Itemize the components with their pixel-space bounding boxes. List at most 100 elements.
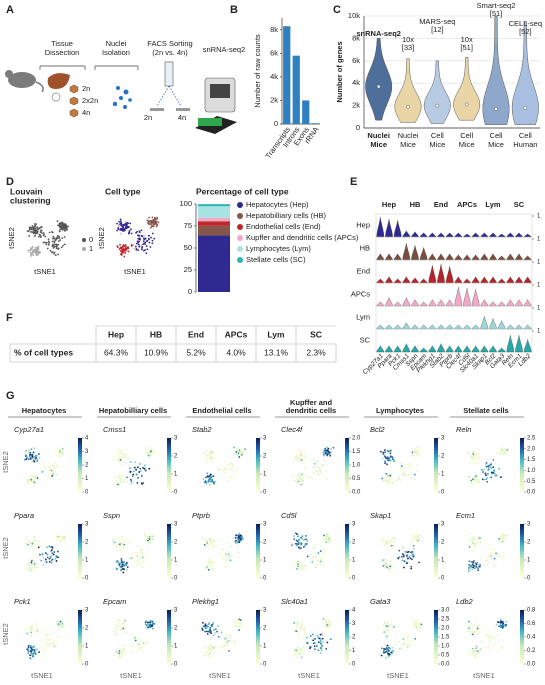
cell-point	[296, 568, 298, 570]
cell-point	[121, 484, 124, 487]
cell-point	[417, 470, 420, 473]
cell-point	[387, 628, 390, 631]
cell-point	[155, 220, 158, 223]
method-label: [33]	[402, 43, 415, 52]
cell-point	[112, 539, 115, 542]
bar	[311, 123, 319, 124]
cell-point	[493, 548, 496, 551]
cell-point	[119, 218, 122, 221]
violin	[419, 278, 428, 284]
cell-point	[301, 453, 304, 455]
cell-point	[60, 222, 63, 225]
cell-point	[52, 235, 55, 238]
cell-point	[59, 624, 62, 627]
cell-point	[224, 474, 227, 477]
cell-point	[116, 222, 118, 225]
cell-point	[27, 479, 29, 482]
cell-point	[29, 247, 32, 250]
cell-point	[238, 540, 240, 542]
cell-point	[62, 244, 64, 247]
cell-point	[129, 467, 131, 470]
cell-point	[500, 561, 503, 564]
cell-point	[56, 234, 59, 237]
colorbar-tick-label: 0.5	[441, 653, 450, 659]
cell-point	[122, 251, 125, 254]
cell-point	[417, 534, 420, 537]
colorbar-tick-label: 3	[174, 436, 178, 442]
cell-point	[414, 643, 417, 646]
cell-point	[419, 455, 422, 458]
colorbar-tick-label: 1	[352, 648, 356, 654]
cell-point	[209, 458, 212, 460]
cell-point	[226, 640, 229, 642]
cell-point	[472, 648, 474, 651]
cell-point	[295, 482, 298, 485]
cell-point	[320, 547, 323, 550]
violin	[437, 253, 445, 261]
cell-point	[506, 450, 509, 453]
cell-point	[382, 479, 385, 482]
cell-point	[153, 536, 155, 539]
cell-point	[382, 451, 385, 454]
cell-point	[25, 449, 28, 452]
cell-point	[477, 565, 480, 568]
cell-point	[128, 230, 131, 232]
cell-point	[468, 475, 471, 478]
cell-point	[57, 253, 60, 256]
cell-point	[205, 482, 208, 485]
feature-tsne	[201, 533, 244, 573]
cell-point	[126, 250, 129, 253]
cell-point	[62, 534, 65, 537]
cell-point	[29, 249, 32, 252]
colorbar	[434, 438, 438, 492]
violin	[365, 38, 393, 121]
cell-point	[30, 651, 33, 654]
legend-swatch	[237, 213, 243, 219]
cell-point	[211, 449, 214, 452]
method-label: [51]	[460, 43, 473, 52]
cell-point	[210, 632, 213, 635]
cell-point	[218, 468, 221, 471]
cell-point	[499, 624, 502, 627]
cell-point	[133, 559, 136, 562]
colorbar-tick-label: 4	[352, 608, 356, 614]
cell-point	[43, 233, 45, 236]
step-label: Dissection	[45, 48, 80, 57]
cell-point	[468, 564, 471, 566]
cell-point	[498, 467, 500, 470]
cell-point	[117, 449, 120, 451]
cell-point	[27, 249, 30, 252]
cell-point	[381, 535, 384, 538]
cell-point	[44, 646, 47, 649]
cell-point	[488, 645, 491, 648]
cell-point	[36, 628, 38, 631]
cell-point	[384, 460, 387, 463]
cell-point	[150, 220, 153, 223]
violin	[471, 254, 480, 261]
cell-point	[126, 566, 129, 568]
cell-point	[136, 545, 139, 548]
cell-point	[293, 629, 296, 632]
cell-point	[206, 652, 209, 654]
cell-point	[29, 646, 32, 649]
cell-point	[50, 638, 53, 641]
cell-point	[125, 652, 128, 654]
violin	[402, 243, 411, 261]
cell-point	[228, 464, 230, 466]
cell-point	[413, 640, 416, 643]
cell-point	[405, 474, 407, 476]
cell-point	[205, 454, 208, 457]
violin	[463, 345, 471, 353]
cell-point	[116, 481, 119, 483]
cell-point	[389, 560, 391, 563]
cell-point	[413, 478, 416, 481]
cell-point	[467, 478, 470, 481]
cell-point	[152, 225, 155, 228]
cell-point	[395, 625, 397, 628]
cell-point	[476, 624, 479, 627]
cell-point	[28, 456, 31, 459]
cell-point	[496, 451, 498, 454]
bar	[292, 55, 300, 124]
x-tick-label: Cell	[431, 131, 444, 140]
cell-point	[296, 479, 299, 482]
